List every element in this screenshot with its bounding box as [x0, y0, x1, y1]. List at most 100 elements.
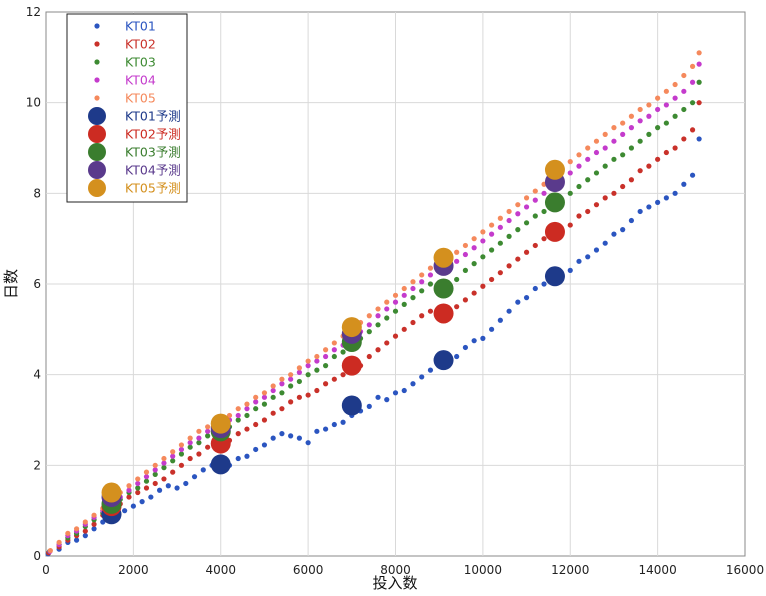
data-point: [663, 88, 669, 94]
data-point: [205, 444, 211, 450]
data-point: [196, 451, 202, 457]
data-point: [655, 106, 661, 113]
y-tick-label: 2: [33, 458, 41, 472]
data-point: [323, 426, 329, 432]
data-point: [305, 372, 311, 378]
data-point: [375, 322, 381, 328]
data-point: [410, 381, 416, 387]
legend-box: [66, 13, 188, 203]
data-point: [331, 376, 337, 382]
data-point: [620, 227, 626, 233]
data-point: [532, 242, 538, 249]
data-point: [170, 469, 176, 475]
data-point: [593, 170, 600, 176]
data-point: [261, 442, 268, 448]
data-point: [602, 163, 608, 169]
data-point: [462, 297, 468, 303]
data-point: [567, 159, 573, 165]
data-point: [288, 399, 294, 405]
data-point: [462, 242, 468, 249]
data-point: [366, 353, 372, 360]
data-point: [161, 460, 167, 466]
data-point: [454, 304, 460, 310]
data-point: [576, 258, 582, 264]
legend: KT01 KT02 KT03 KT04 KT05 KT01予測 KT02予測 KT03予測 KT…: [66, 13, 188, 203]
data-point: [655, 199, 661, 205]
data-point: [515, 256, 521, 262]
data-point: [205, 424, 211, 430]
data-point: [585, 177, 591, 183]
data-point: [541, 190, 547, 196]
data-point: [471, 290, 477, 296]
data-point: [401, 285, 407, 292]
y-tick-label: 12: [26, 5, 41, 19]
forecast-point: [544, 159, 565, 180]
x-tick-label: 10000: [464, 563, 502, 577]
data-point: [375, 394, 381, 400]
data-point: [401, 292, 407, 298]
legend-marker: [88, 107, 106, 125]
data-point: [419, 374, 425, 380]
data-point: [156, 487, 163, 493]
data-point: [506, 217, 512, 224]
data-point: [506, 308, 512, 314]
data-point: [480, 229, 486, 235]
data-point: [454, 258, 460, 264]
data-point: [73, 526, 80, 532]
data-point: [205, 428, 211, 434]
data-point: [135, 480, 141, 487]
data-point: [270, 387, 276, 394]
data-point: [419, 272, 425, 278]
data-point: [462, 267, 468, 273]
data-point: [489, 231, 495, 237]
legend-label: KT04: [125, 73, 156, 88]
x-tick-label: 0: [42, 563, 50, 577]
data-point: [82, 528, 88, 534]
data-point: [655, 125, 661, 131]
data-point: [506, 233, 512, 239]
data-point: [244, 426, 250, 432]
data-point: [152, 471, 158, 477]
data-point: [392, 299, 399, 305]
data-point: [585, 156, 591, 162]
data-point: [620, 183, 626, 190]
data-point: [681, 88, 687, 94]
y-tick-label: 4: [33, 368, 41, 382]
data-point: [178, 451, 185, 457]
data-point: [161, 455, 167, 462]
data-point: [323, 353, 329, 360]
data-point: [655, 95, 661, 101]
data-point: [480, 254, 486, 260]
data-point: [170, 449, 176, 455]
data-point: [314, 353, 320, 360]
data-point: [235, 431, 241, 437]
data-point: [279, 381, 285, 387]
data-point: [170, 453, 176, 459]
legend-label: KT03: [125, 55, 156, 70]
data-point: [178, 446, 185, 453]
data-point: [253, 421, 259, 428]
x-tick-label: 2000: [118, 563, 149, 577]
data-point: [602, 195, 608, 201]
data-point: [401, 326, 407, 332]
data-point: [126, 487, 132, 493]
data-point: [178, 442, 185, 448]
data-point: [384, 340, 390, 346]
data-point: [497, 317, 503, 323]
data-point: [143, 469, 150, 475]
data-point: [178, 462, 185, 468]
legend-label: KT03予測: [125, 145, 181, 160]
data-point: [323, 381, 329, 387]
data-point: [663, 120, 669, 126]
data-point: [187, 440, 193, 446]
data-point: [541, 281, 547, 287]
data-point: [91, 521, 97, 527]
data-point: [143, 478, 150, 484]
data-point: [576, 152, 582, 158]
data-point: [366, 329, 372, 335]
data-point: [506, 208, 512, 215]
forecast-point: [433, 247, 454, 268]
legend-label: KT01: [125, 19, 156, 34]
data-point: [196, 428, 202, 434]
data-point: [410, 279, 416, 285]
